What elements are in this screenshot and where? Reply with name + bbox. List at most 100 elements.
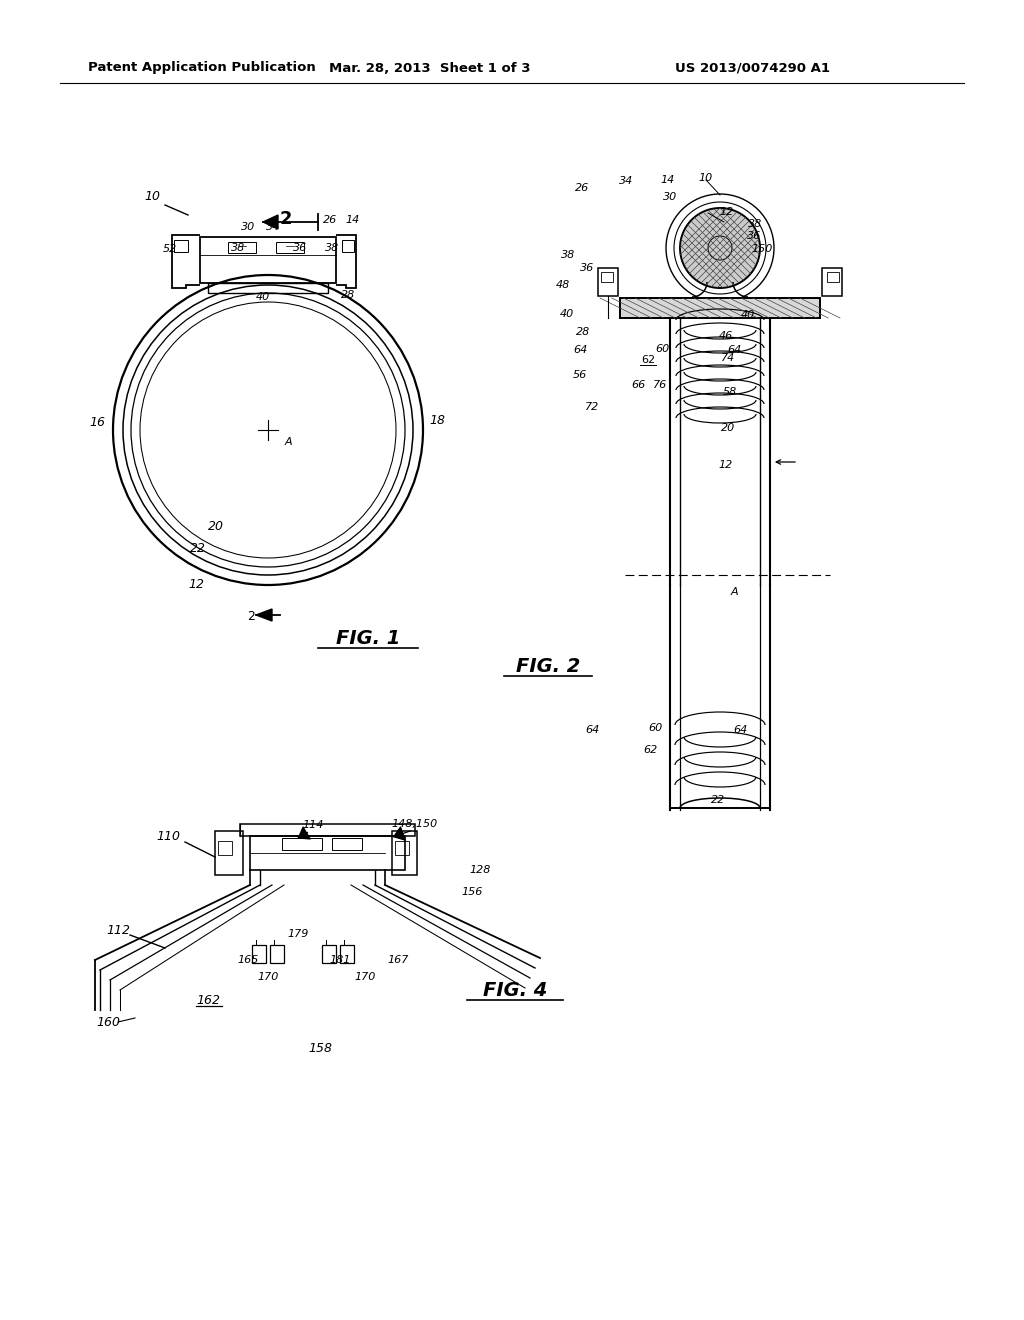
Text: 2: 2 bbox=[247, 610, 255, 623]
Text: FIG. 4: FIG. 4 bbox=[482, 981, 547, 999]
Text: 162: 162 bbox=[196, 994, 220, 1006]
Text: 20: 20 bbox=[208, 520, 224, 533]
Text: 148,150: 148,150 bbox=[392, 818, 438, 829]
Text: 12: 12 bbox=[720, 207, 734, 216]
Text: 72: 72 bbox=[585, 403, 599, 412]
Text: 22: 22 bbox=[190, 541, 206, 554]
Text: 36: 36 bbox=[580, 263, 594, 273]
Text: 181: 181 bbox=[330, 954, 350, 965]
Text: 62: 62 bbox=[641, 355, 655, 366]
Text: 158: 158 bbox=[308, 1041, 332, 1055]
Text: 34: 34 bbox=[618, 176, 633, 186]
Text: 170: 170 bbox=[257, 972, 279, 982]
Text: 30: 30 bbox=[663, 191, 677, 202]
Text: 10: 10 bbox=[144, 190, 160, 203]
Text: 76: 76 bbox=[653, 380, 667, 389]
Bar bbox=[250, 836, 406, 870]
Text: 56: 56 bbox=[572, 370, 587, 380]
Text: 40: 40 bbox=[741, 310, 755, 319]
Text: 34: 34 bbox=[266, 222, 281, 232]
Text: 150: 150 bbox=[752, 244, 773, 253]
Text: 12: 12 bbox=[719, 459, 733, 470]
Text: US 2013/0074290 A1: US 2013/0074290 A1 bbox=[675, 62, 830, 74]
Bar bbox=[342, 240, 354, 252]
Bar bbox=[601, 272, 613, 282]
Text: 38: 38 bbox=[230, 243, 245, 253]
Text: 18: 18 bbox=[429, 413, 445, 426]
Text: A: A bbox=[285, 437, 292, 447]
Text: 28: 28 bbox=[575, 327, 590, 337]
Text: 30: 30 bbox=[241, 222, 255, 232]
Text: 60: 60 bbox=[648, 723, 663, 733]
Text: 114: 114 bbox=[302, 820, 324, 830]
Text: 62: 62 bbox=[643, 744, 657, 755]
Bar bbox=[620, 298, 820, 318]
Bar bbox=[340, 945, 354, 964]
Polygon shape bbox=[256, 609, 272, 620]
Bar bbox=[395, 841, 409, 855]
Text: 156: 156 bbox=[462, 887, 482, 898]
Text: 58: 58 bbox=[723, 387, 737, 397]
Text: 12: 12 bbox=[188, 578, 204, 591]
Bar bbox=[208, 282, 328, 293]
Bar bbox=[322, 945, 336, 964]
Text: 22: 22 bbox=[711, 795, 725, 805]
Text: FIG. 2: FIG. 2 bbox=[516, 656, 581, 676]
Text: 26: 26 bbox=[574, 183, 589, 193]
Text: 14: 14 bbox=[660, 176, 675, 185]
Polygon shape bbox=[263, 215, 278, 228]
Text: 110: 110 bbox=[156, 830, 180, 843]
Bar bbox=[276, 242, 304, 253]
Text: 112: 112 bbox=[106, 924, 130, 936]
Bar bbox=[174, 240, 188, 252]
Text: 28: 28 bbox=[341, 290, 355, 300]
Text: 14: 14 bbox=[346, 215, 360, 224]
Bar bbox=[598, 268, 618, 296]
Bar bbox=[270, 945, 284, 964]
Text: 74: 74 bbox=[721, 352, 735, 363]
Text: 179: 179 bbox=[288, 929, 308, 939]
Text: 128: 128 bbox=[469, 865, 490, 875]
Text: 36: 36 bbox=[746, 231, 761, 242]
Text: FIG. 1: FIG. 1 bbox=[336, 628, 400, 648]
Text: 165: 165 bbox=[238, 954, 259, 965]
Text: 16: 16 bbox=[89, 416, 105, 429]
Text: Mar. 28, 2013  Sheet 1 of 3: Mar. 28, 2013 Sheet 1 of 3 bbox=[330, 62, 530, 74]
Bar bbox=[332, 838, 362, 850]
Text: 64: 64 bbox=[733, 725, 748, 735]
Bar bbox=[215, 832, 243, 875]
Text: 60: 60 bbox=[655, 345, 669, 354]
Text: 64: 64 bbox=[572, 345, 587, 355]
Text: 46: 46 bbox=[719, 331, 733, 341]
Bar bbox=[827, 272, 839, 282]
Text: 170: 170 bbox=[354, 972, 376, 982]
Text: 64: 64 bbox=[727, 345, 741, 355]
Text: 40: 40 bbox=[256, 292, 270, 302]
Text: 38: 38 bbox=[561, 249, 575, 260]
Text: 52: 52 bbox=[163, 244, 177, 253]
Text: 36: 36 bbox=[293, 243, 307, 253]
Bar bbox=[620, 298, 820, 318]
Text: 64: 64 bbox=[585, 725, 599, 735]
Bar bbox=[282, 838, 322, 850]
Text: 167: 167 bbox=[387, 954, 409, 965]
Bar bbox=[240, 824, 415, 836]
Bar bbox=[218, 841, 232, 855]
Bar bbox=[228, 242, 256, 253]
Text: Patent Application Publication: Patent Application Publication bbox=[88, 62, 315, 74]
Text: 160: 160 bbox=[96, 1015, 120, 1028]
Text: 40: 40 bbox=[560, 309, 574, 319]
Text: 26: 26 bbox=[323, 215, 337, 224]
Text: 38: 38 bbox=[748, 219, 762, 228]
Bar bbox=[822, 268, 842, 296]
Text: A: A bbox=[730, 587, 738, 597]
Text: 48: 48 bbox=[556, 280, 570, 290]
Text: 38: 38 bbox=[325, 243, 339, 253]
Circle shape bbox=[680, 209, 760, 288]
Text: 66: 66 bbox=[631, 380, 645, 389]
Bar bbox=[200, 238, 336, 282]
Text: 10: 10 bbox=[698, 173, 713, 183]
Bar bbox=[392, 832, 417, 875]
Text: 20: 20 bbox=[721, 422, 735, 433]
Bar bbox=[252, 945, 266, 964]
